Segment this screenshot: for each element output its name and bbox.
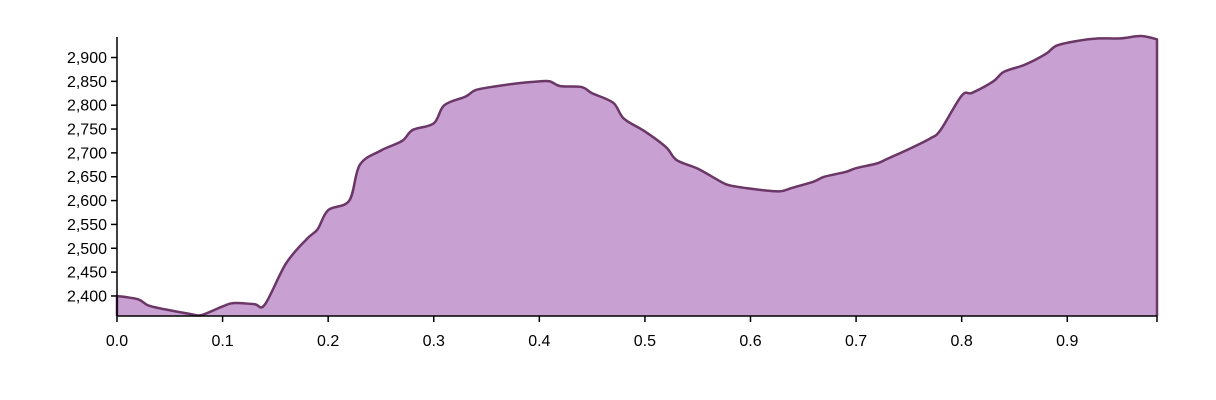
- y-tick-label: 2,500: [67, 241, 107, 258]
- y-tick-label: 2,400: [67, 288, 107, 305]
- x-tick-label: 0.5: [634, 333, 656, 350]
- y-tick-label: 2,600: [67, 193, 107, 210]
- x-tick-label: 0.7: [845, 333, 867, 350]
- y-tick-label: 2,450: [67, 265, 107, 282]
- x-tick-label: 0.2: [317, 333, 339, 350]
- x-tick-label: 0.6: [739, 333, 761, 350]
- y-tick-label: 2,900: [67, 50, 107, 67]
- x-tick-label: 0.3: [423, 333, 445, 350]
- x-tick-label: 0.0: [106, 333, 128, 350]
- y-tick-label: 2,550: [67, 217, 107, 234]
- x-axis: 0.0 0.1 0.2 0.3 0.4 0.5 0.6 0.7 0.8 0.9: [106, 315, 1158, 350]
- y-tick-label: 2,800: [67, 98, 107, 115]
- x-tick-label: 0.4: [528, 333, 550, 350]
- area-outline: [115, 34, 1159, 317]
- x-tick-label: 0.9: [1056, 333, 1078, 350]
- y-tick-label: 2,850: [67, 74, 107, 91]
- area-fill: [117, 36, 1157, 316]
- x-tick-label: 0.1: [211, 333, 233, 350]
- plot-area: [115, 34, 1159, 317]
- y-tick-label: 2,700: [67, 145, 107, 162]
- x-tick-label: 0.8: [951, 333, 973, 350]
- y-axis: 2,400 2,450 2,500 2,550 2,600 2,650 2,700 2,750…: [67, 37, 118, 316]
- y-tick-label: 2,650: [67, 169, 107, 186]
- y-tick-label: 2,750: [67, 122, 107, 139]
